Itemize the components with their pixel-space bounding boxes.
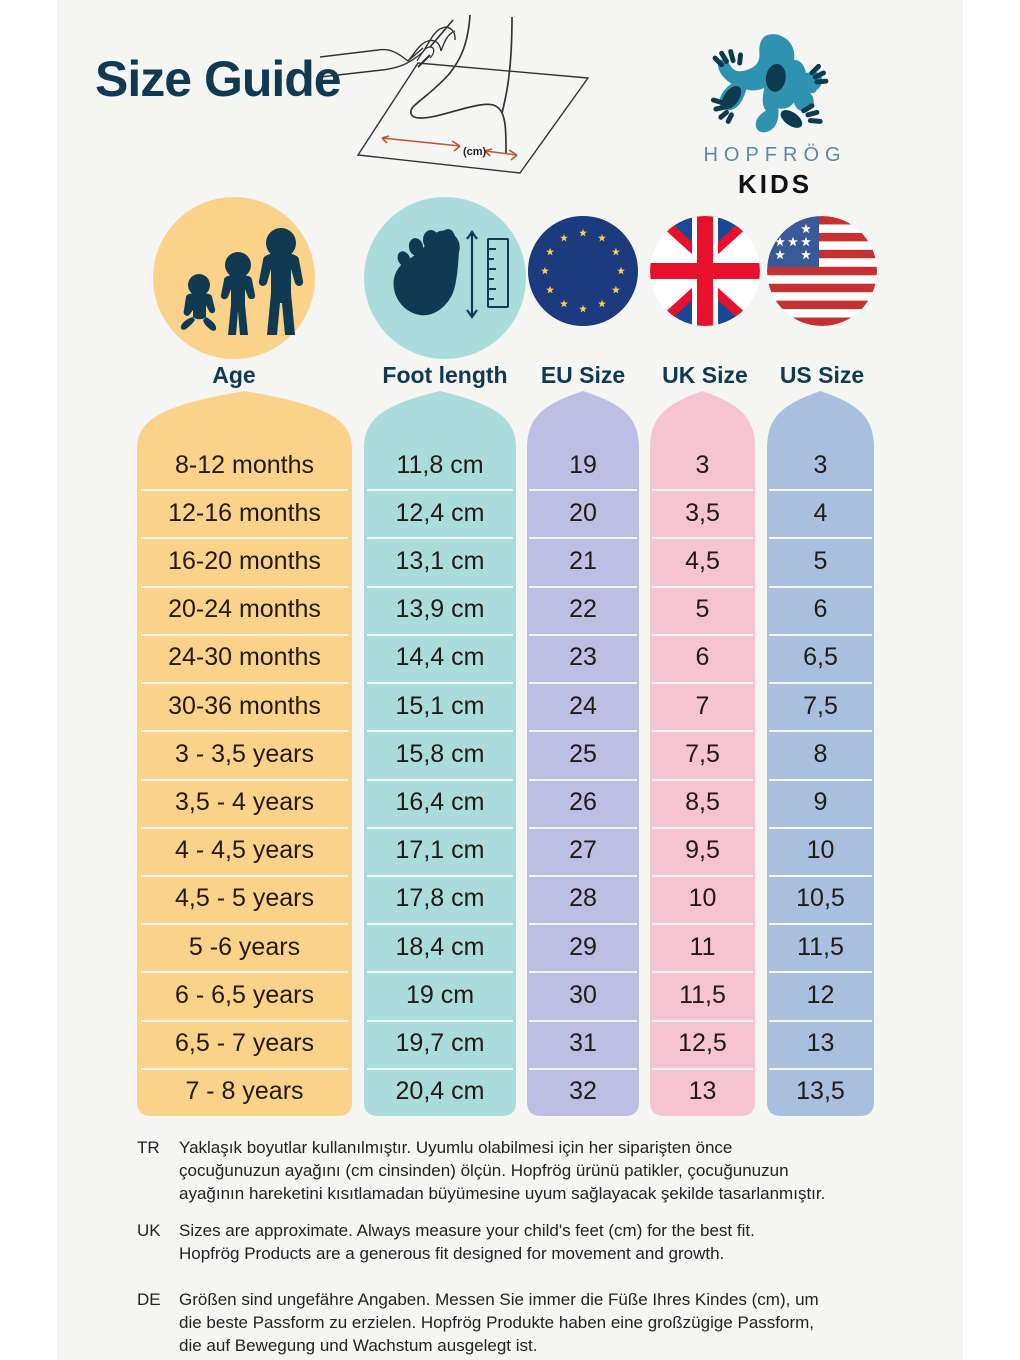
svg-text:(cm): (cm)	[463, 146, 487, 158]
